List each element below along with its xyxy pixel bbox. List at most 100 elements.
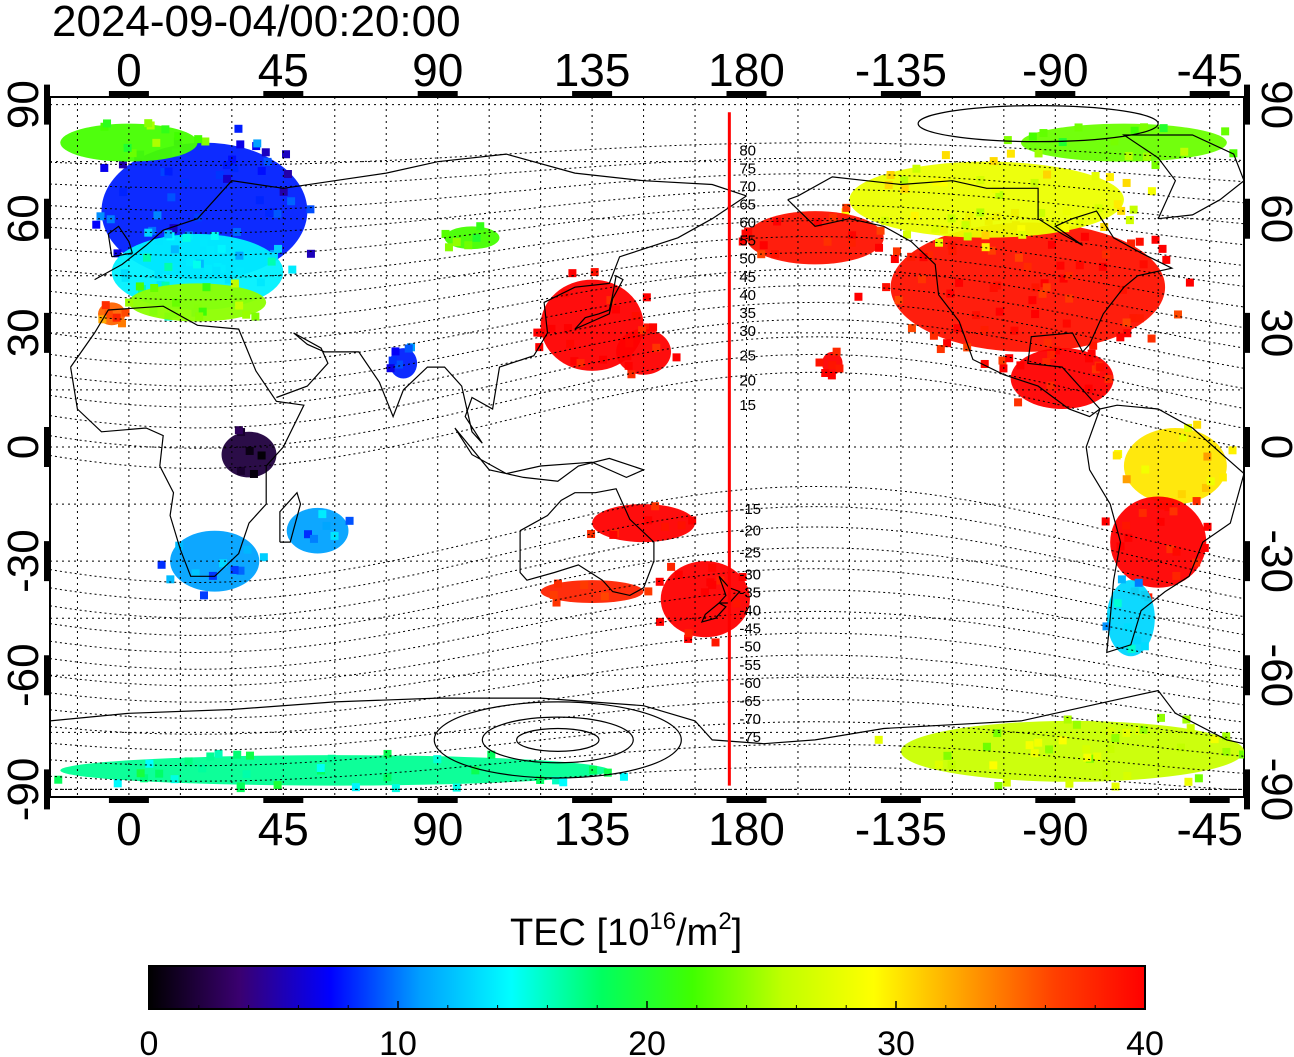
bottom-lon-label: 0 [116, 803, 142, 855]
top-lon-label: -135 [855, 44, 947, 96]
mlat-label: 35 [739, 305, 756, 322]
top-lon-label: 45 [258, 44, 309, 96]
bottom-tick-mark [263, 797, 304, 803]
bottom-lon-label: 90 [412, 803, 463, 855]
tec-region-west-pacific [616, 323, 681, 379]
left-lat-label: -90 [0, 758, 48, 822]
mlat-contour [50, 173, 1244, 211]
mlat-contour [50, 486, 1244, 583]
mlat-label: -20 [739, 523, 761, 540]
tec-data-layer [54, 119, 1244, 793]
bottom-tick-mark [108, 797, 149, 803]
mlat-label: 25 [739, 348, 756, 365]
bottom-lon-label: 180 [708, 803, 785, 855]
tec-region-india [386, 343, 418, 379]
coastline-segment [787, 176, 1174, 418]
mlat-label: -70 [739, 711, 761, 728]
mlat-label: 45 [739, 269, 756, 286]
right-lat-label: 90 [1252, 80, 1294, 129]
tec-region-central-america [999, 348, 1114, 409]
mlat-label: 40 [739, 287, 756, 304]
tec-region-hawaii [815, 347, 844, 380]
right-tick-mark [1244, 427, 1250, 467]
coastline-segment [700, 602, 727, 623]
tec-region-central-africa [221, 426, 277, 478]
right-tick-mark [1244, 312, 1250, 353]
right-latitude-axis: 90 60 30 0 -30 -60 -90 [1244, 80, 1294, 821]
colorbar-title: TEC [1016/m2] [510, 908, 742, 954]
magnetic-latitude-contours [50, 105, 1244, 790]
colorbar: TEC [1016/m2] 0 10 20 30 40 [140, 908, 1164, 1057]
coastline-segment [50, 689, 1244, 745]
right-lat-label: -90 [1252, 758, 1294, 822]
mlat-label: -45 [739, 621, 761, 638]
mlat-contour [50, 743, 1244, 782]
coastline-segment [519, 488, 655, 597]
bottom-tick-mark [417, 797, 458, 803]
right-lat-label: 60 [1252, 194, 1294, 243]
mlat-contour [50, 220, 1244, 279]
tec-region-siberia [441, 222, 500, 252]
north-pole-contour [917, 105, 1159, 143]
coastline-segment [279, 491, 302, 543]
left-tick-mark [44, 769, 50, 810]
right-tick-mark [1244, 84, 1250, 125]
top-lon-label: 135 [554, 44, 631, 96]
right-tick-mark [1244, 198, 1250, 239]
mlat-label: -30 [739, 566, 761, 583]
mlat-label: -35 [739, 585, 761, 602]
left-tick-mark [44, 655, 50, 696]
tec-region-greenland-west [60, 119, 210, 162]
colorbar-tick-label: 40 [1126, 1025, 1164, 1057]
tec-region-europe-south [125, 279, 267, 322]
top-tick-mark [263, 91, 304, 97]
left-tick-mark [44, 312, 50, 353]
lat-lon-grid [50, 97, 1244, 797]
mlat-contour [50, 526, 1244, 619]
mlat-contour [50, 142, 1244, 166]
mlat-contour [50, 654, 1244, 719]
right-lat-label: -60 [1252, 643, 1294, 707]
left-lat-label: 60 [0, 194, 48, 243]
tec-region-antarctica-east [874, 713, 1244, 791]
left-tick-mark [44, 198, 50, 239]
coastline-segment [94, 153, 747, 281]
top-lon-label: 90 [412, 44, 463, 96]
mlat-label: -55 [739, 657, 761, 674]
tec-region-east-africa [286, 507, 354, 554]
mlat-contour [50, 371, 1244, 469]
right-lat-label: 30 [1252, 308, 1294, 357]
mlat-contour [50, 632, 1244, 703]
top-tick-mark [1189, 91, 1230, 97]
bottom-lon-label: 135 [554, 803, 631, 855]
south-pole-contour [481, 716, 634, 764]
mlat-label: 15 [739, 397, 756, 414]
coastline-segment [1085, 404, 1244, 654]
bottom-tick-mark [1189, 797, 1230, 803]
mlat-label: -60 [739, 675, 761, 692]
left-tick-mark [44, 84, 50, 125]
coastlines [50, 134, 1244, 745]
map-title: 2024-09-04/00:20:00 [52, 0, 461, 46]
tec-region-arctic-canada [1003, 123, 1238, 170]
colorbar-tick-label: 10 [379, 1025, 417, 1057]
mlat-contour [50, 336, 1244, 429]
mlat-contour [50, 157, 1244, 189]
bottom-lon-label: -45 [1176, 803, 1242, 855]
top-lon-label: -90 [1022, 44, 1088, 96]
bottom-tick-mark [726, 797, 767, 803]
colorbar-tick-label: 20 [628, 1025, 666, 1057]
top-tick-mark [572, 91, 613, 97]
mlat-label: 30 [739, 323, 756, 340]
colorbar-tick-label: 30 [877, 1025, 915, 1057]
bottom-tick-mark [880, 797, 921, 803]
mlat-contour [50, 319, 1244, 408]
left-lat-label: -60 [0, 643, 48, 707]
left-tick-mark [44, 541, 50, 582]
mlat-label: 20 [739, 372, 756, 389]
mlat-label: 50 [739, 251, 756, 268]
top-tick-mark [1035, 91, 1076, 97]
mlat-contour [50, 676, 1244, 735]
mlat-label: 55 [739, 233, 756, 250]
